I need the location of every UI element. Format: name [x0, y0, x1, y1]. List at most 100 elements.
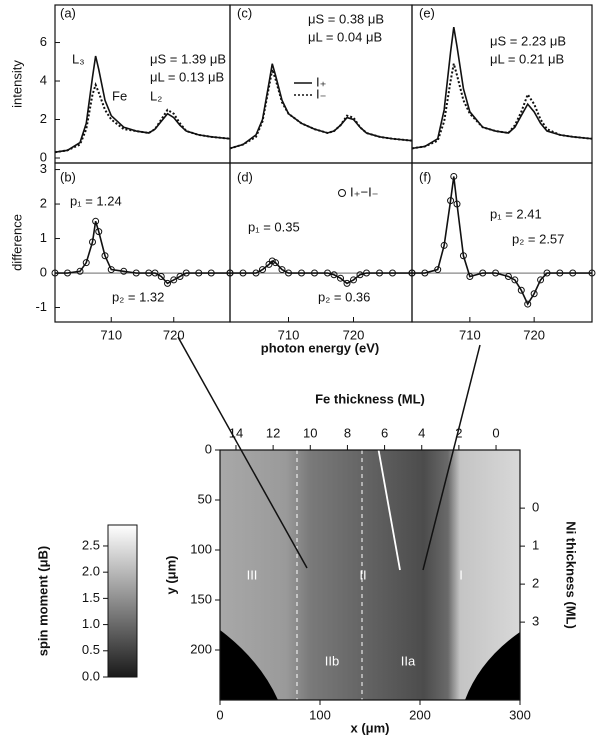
data-point	[278, 266, 286, 274]
x2-tick-label: 0	[492, 425, 499, 440]
x-tick-label: 200	[409, 707, 431, 722]
data-point	[259, 266, 266, 274]
x2-tick-label: 4	[418, 425, 425, 440]
annotation: μL = 0.04 μB	[308, 29, 382, 44]
annotation: μL = 0.21 μB	[490, 51, 564, 66]
data-point	[356, 271, 364, 279]
annotation: L₃	[72, 51, 85, 66]
data-point	[543, 269, 551, 277]
data-point	[151, 269, 159, 277]
x-tick-label: 720	[163, 327, 185, 342]
annotation: μS = 2.23 μB	[490, 33, 566, 48]
data-point	[588, 269, 596, 277]
y2-tick-label: 3	[532, 614, 539, 629]
x-tick-label: 710	[278, 327, 300, 342]
data-point	[556, 269, 564, 277]
data-point	[524, 300, 532, 308]
colorbar-tick-label: 0.5	[82, 642, 100, 657]
x-tick-label: 710	[100, 327, 122, 342]
data-point	[376, 269, 383, 277]
data-point	[530, 290, 538, 298]
data-point	[511, 276, 519, 284]
data-point	[107, 266, 115, 274]
x2-tick-label: 12	[266, 425, 280, 440]
data-point	[76, 267, 84, 275]
data-point	[337, 274, 344, 282]
data-point	[285, 269, 292, 277]
data-point	[330, 271, 338, 279]
y-axis-label: difference	[9, 214, 24, 271]
annotation: (e)	[419, 5, 435, 20]
y-tick-label: 0	[40, 149, 47, 164]
x-tick-label: 300	[509, 707, 531, 722]
annotation: L₂	[150, 88, 162, 103]
data-point	[492, 269, 500, 277]
data-point	[311, 269, 318, 277]
annotation: (d)	[237, 169, 253, 184]
series-line	[54, 81, 231, 154]
y-tick-label: 2	[40, 195, 47, 210]
y-tick-label: 0	[205, 441, 212, 456]
annotation: p₂ = 2.57	[512, 231, 564, 246]
y-tick-label: 0	[40, 264, 47, 279]
region-label: IIb	[325, 653, 339, 668]
data-point	[466, 272, 474, 280]
x2-tick-label: 8	[344, 425, 351, 440]
data-point	[324, 269, 331, 277]
series-line	[230, 259, 412, 285]
annotation: (c)	[237, 5, 252, 20]
data-point	[95, 228, 103, 236]
data-point	[453, 200, 461, 208]
x-tick-label: 710	[459, 327, 481, 342]
data-point	[459, 252, 467, 260]
y-axis-label: intensity	[9, 60, 24, 108]
data-point	[92, 217, 100, 225]
annotation: Fe	[112, 88, 127, 103]
region-label: III	[247, 567, 258, 582]
data-point	[252, 269, 260, 277]
data-point	[350, 276, 357, 284]
annotation: μS = 0.38 μB	[308, 11, 384, 26]
y-tick-label: 6	[40, 34, 47, 49]
x-tick-label: 0	[216, 707, 223, 722]
legend-label: I₊−I₋	[350, 184, 379, 199]
y-tick-label: 50	[198, 491, 212, 506]
panel-frame	[411, 162, 593, 323]
annotation: (b)	[60, 169, 76, 184]
x2-tick-label: 2	[455, 425, 462, 440]
x-axis-label: x (μm)	[350, 720, 389, 735]
x-axis-label: photon energy (eV)	[261, 340, 379, 355]
x2-axis-label: Fe thickness (ML)	[315, 391, 425, 406]
data-point	[182, 269, 190, 277]
y-tick-label: 2	[40, 111, 47, 126]
series-line	[411, 63, 593, 150]
y-tick-label: 1	[40, 230, 47, 245]
x2-tick-label: 6	[381, 425, 388, 440]
y-tick-label: 150	[190, 591, 212, 606]
y-tick-label: 3	[40, 161, 47, 176]
data-point	[363, 269, 370, 277]
annotation: p₂ = 1.32	[112, 289, 164, 304]
annotation: μL = 0.13 μB	[150, 69, 224, 84]
region-label: II	[359, 567, 366, 582]
data-point	[120, 267, 128, 275]
data-point	[479, 269, 487, 277]
data-point	[440, 241, 448, 249]
annotation: μS = 1.39 μB	[150, 51, 226, 66]
data-point	[447, 197, 455, 205]
data-point	[408, 269, 416, 277]
region-label: IIa	[401, 653, 416, 668]
series-line	[412, 176, 592, 306]
colorbar-tick-label: 2.5	[82, 537, 100, 552]
data-point	[207, 269, 215, 277]
data-point	[101, 252, 109, 260]
legend-label: I₋	[316, 86, 326, 101]
x2-tick-label: 14	[229, 425, 243, 440]
data-point	[298, 269, 305, 277]
y-tick-label: 100	[190, 541, 212, 556]
legend-marker	[338, 189, 346, 197]
annotation: p₁ = 1.24	[70, 193, 122, 208]
data-point	[51, 269, 59, 277]
data-point	[504, 272, 512, 280]
